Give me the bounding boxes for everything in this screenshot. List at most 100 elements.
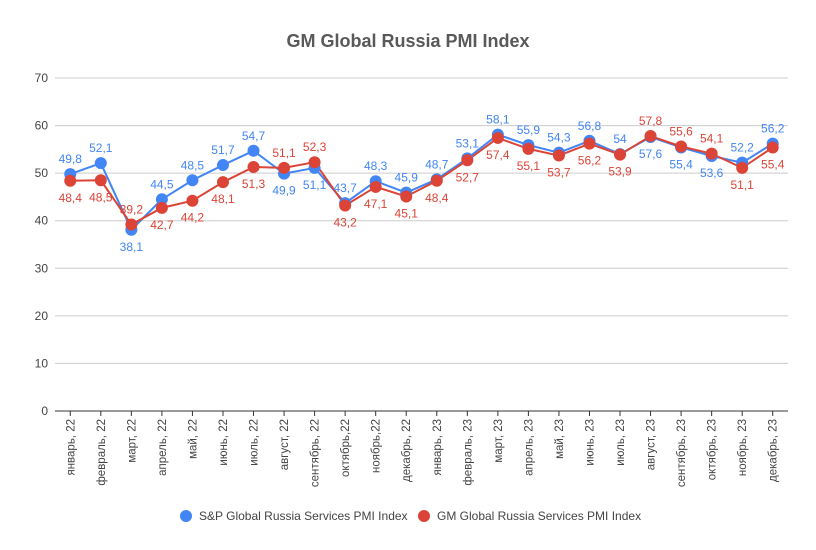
data-labels: 49,8 52,1 38,1 44,5 48,5 51,7 54,7 49,9 51,1 43,7…: [59, 113, 785, 254]
data-label: 51,3: [242, 177, 266, 191]
data-label: 48,5: [89, 190, 113, 204]
data-label: 55,4: [669, 157, 693, 171]
y-tick-label: 0: [41, 404, 48, 418]
data-label: 58,1: [486, 113, 510, 127]
data-label: 56,8: [578, 119, 602, 133]
data-label: 51,1: [303, 178, 327, 192]
x-tick-label: май, 23: [554, 419, 566, 459]
data-point: [278, 161, 291, 174]
data-label: 49,8: [59, 152, 83, 166]
y-tick-label: 60: [35, 119, 49, 133]
x-tick-label: июнь, 22: [218, 419, 230, 466]
data-label: 55,4: [761, 157, 785, 171]
x-tick-label: декабрь, 22: [401, 419, 413, 482]
x-tick-label: август, 22: [279, 419, 291, 470]
data-label: 53,1: [456, 136, 480, 150]
data-point: [247, 160, 260, 173]
x-tick-label: апрель, 22: [157, 419, 169, 476]
gridlines: [55, 77, 788, 412]
data-label: 48,4: [59, 191, 83, 205]
x-tick-label: август, 23: [646, 419, 658, 470]
data-label: 53,7: [547, 166, 571, 180]
x-tick-label: июнь, 23: [584, 419, 596, 466]
chart-title: GM Global Russia PMI Index: [286, 31, 529, 51]
y-tick-label: 70: [35, 71, 49, 85]
x-tick-label: октябрь,22: [340, 419, 352, 477]
data-label: 51,7: [211, 143, 235, 157]
y-tick-label: 50: [35, 166, 49, 180]
series-lines: [69, 133, 774, 232]
data-label: 53,6: [700, 166, 724, 180]
data-point: [705, 147, 718, 160]
data-point: [522, 142, 535, 155]
x-tick-label: июль, 22: [249, 419, 261, 466]
data-label: 56,2: [761, 122, 785, 136]
data-point: [491, 131, 504, 144]
y-tick-label: 20: [35, 309, 49, 323]
data-label: 55,9: [517, 123, 541, 137]
x-tick-label: сентябрь, 22: [310, 419, 322, 487]
legend-marker-gm-global: [418, 510, 430, 522]
x-tick-label: февраль, 22: [96, 419, 108, 486]
data-label: 55,6: [669, 125, 693, 139]
data-point: [400, 190, 413, 203]
data-label: 49,9: [272, 184, 296, 198]
data-label: 43,7: [333, 181, 357, 195]
data-label: 57,4: [486, 148, 510, 162]
data-point: [186, 174, 199, 187]
y-axis-ticks: 0 10 20 30 40 50 60 70: [35, 71, 49, 418]
x-tick-label: ноябрь, 23: [737, 419, 749, 476]
data-label: 48,4: [425, 191, 449, 205]
data-label: 55,1: [517, 159, 541, 173]
data-point: [644, 130, 657, 143]
data-label: 54,1: [700, 132, 724, 146]
data-point: [430, 174, 443, 187]
legend-label-sp-global: S&P Global Russia Services PMI Index: [199, 509, 408, 523]
data-label: 52,2: [731, 141, 755, 155]
data-label: 57,8: [639, 114, 663, 128]
data-point: [675, 140, 688, 153]
data-label: 39,2: [120, 203, 144, 217]
data-label: 51,1: [272, 146, 296, 160]
legend-label-gm-global: GM Global Russia Services PMI Index: [437, 509, 641, 523]
data-point: [94, 174, 107, 187]
data-point: [94, 157, 107, 170]
data-label: 38,1: [120, 240, 144, 254]
data-label: 54,3: [547, 131, 571, 145]
x-tick-label: ноябрь,22: [371, 419, 383, 473]
data-label: 48,1: [211, 192, 235, 206]
data-point: [583, 137, 596, 150]
data-point: [155, 201, 168, 214]
series-line-1: [70, 134, 774, 226]
y-tick-label: 40: [35, 214, 49, 228]
data-point: [461, 154, 474, 167]
legend: S&P Global Russia Services PMI Index GM …: [180, 509, 641, 523]
x-tick-label: март, 23: [493, 419, 505, 463]
x-tick-label: январь, 23: [432, 419, 444, 476]
data-label: 48,3: [364, 159, 388, 173]
x-tick-label: январь, 22: [65, 419, 77, 476]
data-point: [186, 194, 199, 207]
x-tick-label: февраль, 23: [462, 419, 474, 486]
x-tick-label: сентябрь, 23: [676, 419, 688, 487]
data-point: [308, 156, 321, 169]
data-label: 54,7: [242, 129, 266, 143]
x-tick-label: декабрь, 23: [768, 419, 780, 482]
data-point: [125, 218, 138, 231]
y-tick-label: 10: [35, 356, 49, 370]
x-tick-label: апрель, 23: [523, 419, 535, 476]
data-point: [216, 176, 229, 189]
data-point: [766, 141, 779, 154]
data-point: [552, 149, 565, 162]
data-point: [339, 199, 352, 212]
x-tick-label: май, 22: [187, 419, 199, 459]
data-point: [369, 180, 382, 193]
data-point: [247, 144, 260, 157]
data-point: [155, 193, 168, 206]
data-label: 45,1: [395, 206, 419, 220]
series-line-0: [69, 133, 774, 232]
data-label: 44,2: [181, 211, 205, 225]
data-label: 48,7: [425, 157, 449, 171]
data-label: 54: [613, 132, 627, 146]
